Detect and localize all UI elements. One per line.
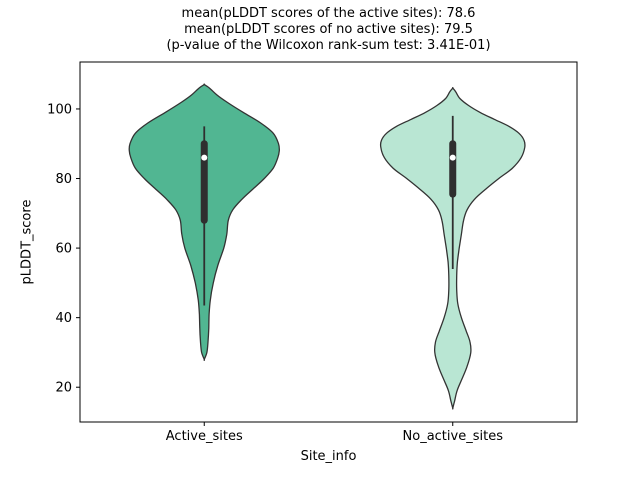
chart-title: mean(pLDDT scores of the active sites): … [80,6,577,54]
y-axis-label: pLDDT_score [19,199,35,285]
y-tick-label: 100 [47,102,72,117]
chart-title-line-2: mean(pLDDT scores of no active sites): 7… [184,22,473,37]
x-axis-label: Site_info [300,449,357,464]
chart-title-line-3: (p-value of the Wilcoxon rank-sum test: … [166,38,491,53]
axes-frame [79,61,578,423]
x-tick-label: No_active_sites [403,429,504,444]
median-dot-active-sites [201,154,208,161]
y-tick-label: 20 [55,381,72,396]
median-dot-no-active-sites [449,154,456,161]
x-tick-label: Active_sites [166,429,243,444]
y-tick-label: 40 [55,311,72,326]
y-tick-label: 60 [55,242,72,257]
y-tick-label: 80 [55,172,72,187]
chart-title-line-1: mean(pLDDT scores of the active sites): … [181,6,476,21]
